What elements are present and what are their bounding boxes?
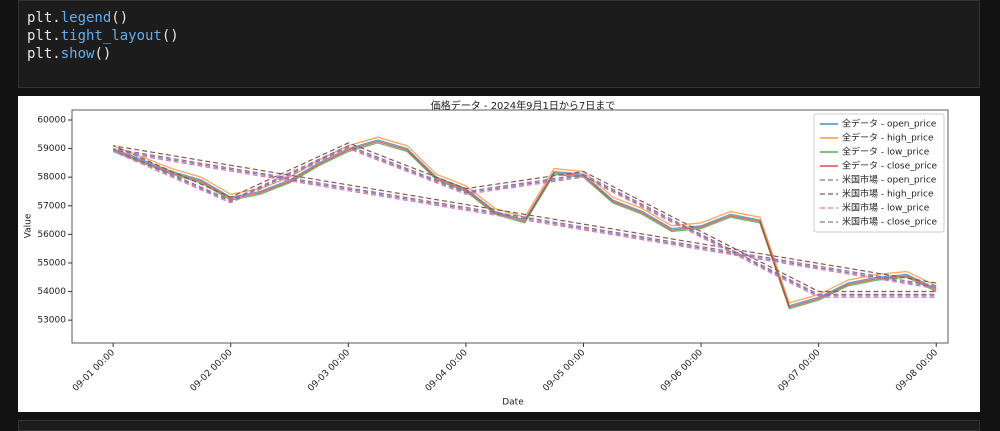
plot-frame xyxy=(71,109,949,344)
series-line xyxy=(112,146,937,297)
y-tick-label: 57000 xyxy=(37,201,66,211)
y-tick-label: 53000 xyxy=(37,316,66,326)
next-cell xyxy=(18,420,980,431)
legend-label: 全データ - high_price xyxy=(842,132,934,144)
x-tick-label: 09-01 00:00 xyxy=(71,348,117,394)
series-line xyxy=(112,147,937,298)
y-tick-label: 59000 xyxy=(37,144,66,154)
legend-box xyxy=(813,113,945,233)
code-token: () xyxy=(94,46,112,62)
code-function: show xyxy=(60,46,95,62)
code-token: () xyxy=(161,28,179,44)
x-tick-label: 09-06 00:00 xyxy=(659,348,705,394)
legend-label: 全データ - open_price xyxy=(842,118,937,130)
series-line xyxy=(112,142,937,293)
x-tick-label: 09-08 00:00 xyxy=(894,348,940,394)
x-tick-label: 09-03 00:00 xyxy=(306,348,352,394)
code-token: () xyxy=(111,10,129,26)
x-tick-label: 09-04 00:00 xyxy=(424,348,470,394)
series-line xyxy=(112,140,937,309)
legend-label: 米国市場 - close_price xyxy=(842,216,938,228)
legend-label: 全データ - low_price xyxy=(842,146,930,158)
code-cell: plt.legend() plt.tight_layout() plt.show() xyxy=(18,0,980,88)
series-line xyxy=(112,142,937,310)
code-line: plt.legend() xyxy=(27,9,971,27)
legend-label: 米国市場 - high_price xyxy=(842,188,934,200)
y-tick-label: 60000 xyxy=(37,116,66,126)
legend-label: 米国市場 - open_price xyxy=(842,174,937,186)
x-tick-label: 09-05 00:00 xyxy=(541,348,587,394)
chart: 価格データ - 2024年9月1日から7日まで Date Value 53000… xyxy=(18,96,980,412)
y-tick-label: 58000 xyxy=(37,173,66,183)
series-line xyxy=(112,145,937,295)
code-token: plt. xyxy=(27,46,61,62)
code-token: plt. xyxy=(27,28,61,44)
y-tick-label: 55000 xyxy=(37,258,66,268)
code-token: plt. xyxy=(27,10,61,26)
legend-label: 全データ - close_price xyxy=(842,160,938,172)
chart-title: 価格データ - 2024年9月1日から7日まで xyxy=(431,99,616,112)
y-tick-label: 54000 xyxy=(37,287,66,297)
code-function: tight_layout xyxy=(60,28,162,44)
x-tick-label: 09-02 00:00 xyxy=(189,348,235,394)
y-tick-label: 56000 xyxy=(37,230,66,240)
code-function: legend xyxy=(60,10,112,26)
legend-label: 米国市場 - low_price xyxy=(842,202,930,214)
code-line: plt.tight_layout() xyxy=(27,27,971,45)
x-tick-label: 09-07 00:00 xyxy=(777,348,823,394)
code-line: plt.show() xyxy=(27,45,971,63)
y-axis-label: Value xyxy=(24,213,34,238)
x-axis-label: Date xyxy=(502,398,524,408)
